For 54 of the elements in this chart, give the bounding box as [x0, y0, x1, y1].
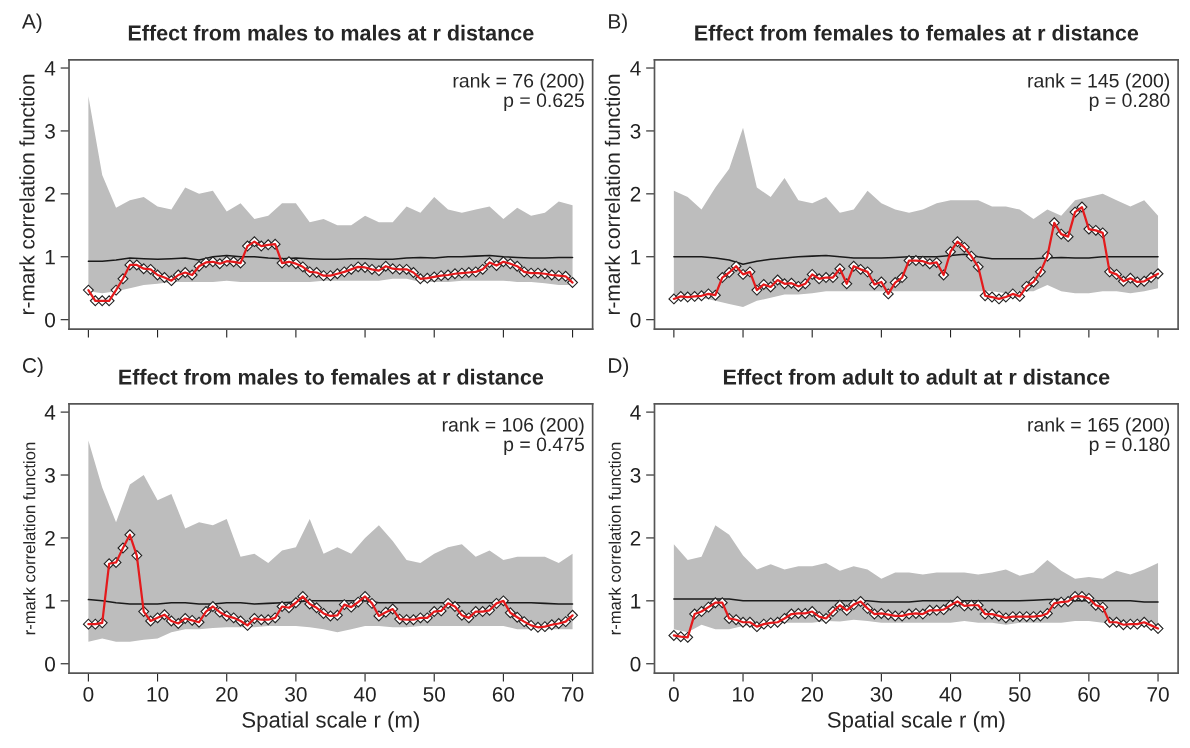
y-tick-label: 0 [45, 312, 56, 328]
chart-title: Effect from adult to adult at r distance [723, 368, 1110, 385]
x-tick-label: 70 [562, 686, 584, 702]
x-tick-label: 20 [216, 686, 238, 702]
text: A) [21, 13, 42, 33]
x-tick-label: 10 [147, 686, 169, 702]
chart-title: Effect from males to males at r distance [128, 24, 534, 41]
y-tick-label: 0 [630, 656, 641, 672]
text: B) [609, 13, 627, 33]
x-tick-label: 50 [423, 686, 445, 702]
x-tick-label: 10 [733, 686, 754, 702]
x-tick-label: 0 [83, 686, 94, 702]
y-tick-label: 4 [44, 405, 56, 420]
y-axis-title: r-mark correlation function [19, 74, 35, 315]
y-tick-label: 3 [630, 123, 641, 139]
y-axis-title: r-mark correlation function [608, 442, 621, 635]
y-tick-label: 3 [45, 468, 55, 483]
y-axis-title: r-mark correlation function [604, 74, 621, 315]
x-tick-label: 60 [1078, 686, 1100, 702]
y-tick-label: 3 [630, 468, 641, 483]
annotation: rank = 76 (200) p = 0.625 [453, 73, 584, 111]
y-tick-label: 2 [630, 530, 641, 546]
y-tick-label: 1 [45, 249, 55, 265]
chart-title: Effect from males to females at r distance [119, 368, 544, 385]
annotation: rank = 145 (200) p = 0.280 [1028, 73, 1170, 111]
y-tick-label: 2 [45, 530, 55, 546]
y-tick-label: 0 [45, 656, 56, 672]
x-tick-label: 50 [1008, 686, 1031, 702]
x-tick-label: 30 [870, 686, 893, 702]
y-tick-label: 1 [631, 249, 641, 265]
y-tick-label: 2 [45, 186, 55, 202]
y-tick-label: 4 [44, 61, 56, 76]
y-axis-title: r-mark correlation function [23, 442, 36, 635]
y-tick-label: 1 [45, 594, 55, 609]
annotation: rank = 106 (200) p = 0.475 [442, 417, 584, 456]
x-tick-label: 20 [801, 686, 823, 702]
y-tick-label: 2 [630, 186, 641, 202]
x-axis-title: Spatial scale r (m) [827, 711, 1005, 733]
x-tick-label: 70 [1147, 686, 1169, 702]
text: C) [22, 357, 43, 377]
annotation: rank = 165 (200) p = 0.180 [1028, 417, 1170, 456]
y-tick-label: 1 [631, 594, 641, 609]
x-tick-label: 0 [668, 686, 679, 702]
y-tick-label: 4 [630, 61, 641, 76]
x-tick-label: 40 [939, 686, 962, 702]
x-tick-label: 60 [492, 686, 515, 702]
y-tick-label: 3 [45, 123, 55, 139]
x-axis-title: Spatial scale r (m) [242, 711, 419, 733]
x-tick-label: 40 [353, 686, 376, 702]
chart-title: Effect from females to females at r distance [695, 24, 1139, 41]
y-tick-label: 4 [630, 405, 641, 420]
y-tick-label: 0 [630, 312, 641, 328]
x-tick-label: 30 [285, 686, 307, 702]
text: D) [609, 357, 629, 377]
